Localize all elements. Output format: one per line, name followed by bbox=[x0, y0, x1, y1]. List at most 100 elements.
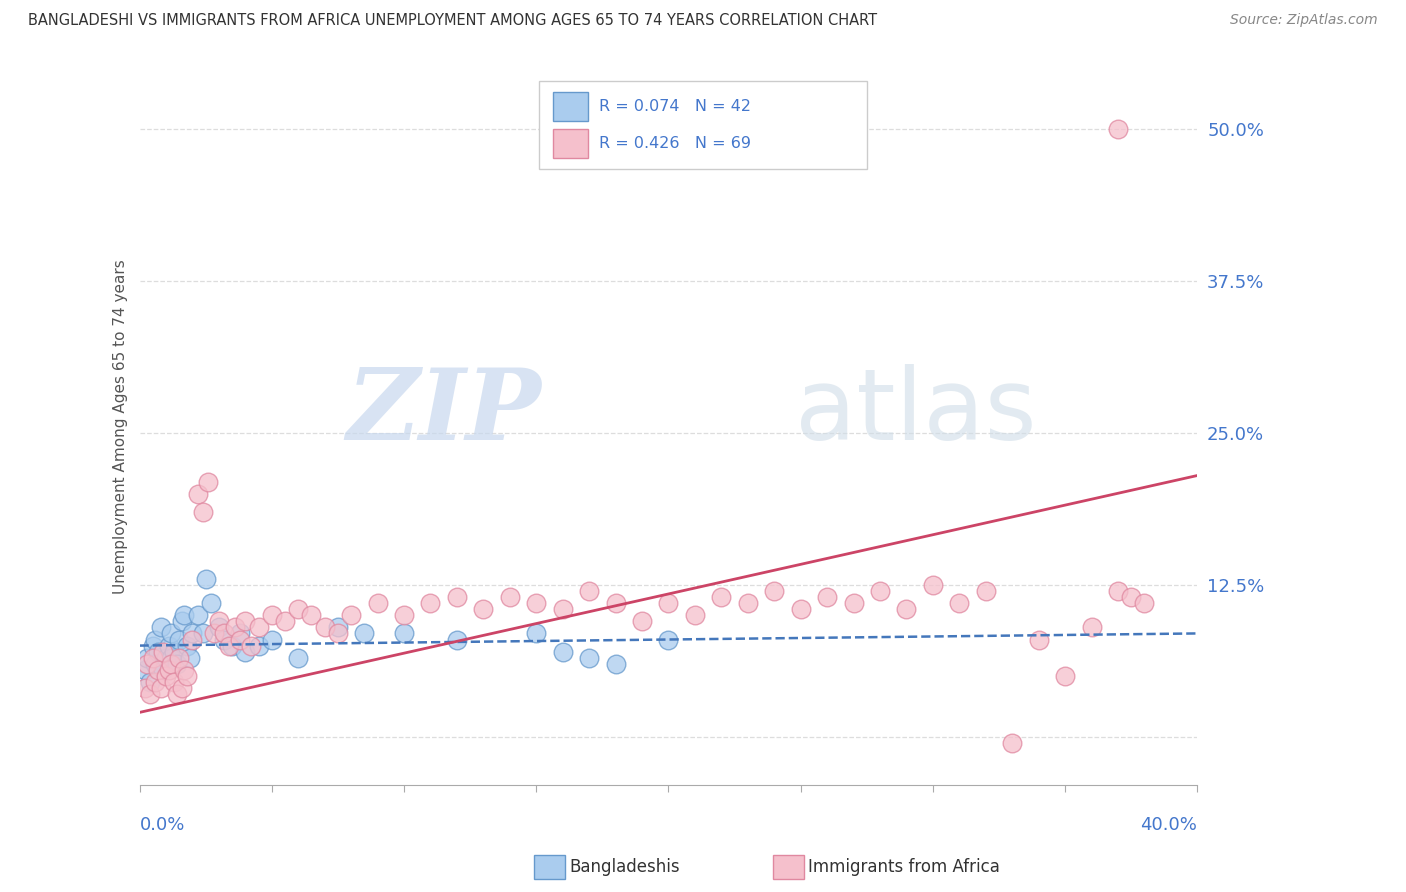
Text: Source: ZipAtlas.com: Source: ZipAtlas.com bbox=[1230, 13, 1378, 28]
Point bbox=[326, 620, 349, 634]
Point bbox=[149, 620, 172, 634]
Point bbox=[1133, 596, 1156, 610]
Point bbox=[145, 657, 167, 671]
Point bbox=[367, 596, 389, 610]
Point bbox=[160, 657, 183, 671]
Point bbox=[208, 620, 231, 634]
Point bbox=[224, 620, 246, 634]
Point bbox=[155, 650, 177, 665]
Point bbox=[208, 615, 231, 629]
Text: 0.0%: 0.0% bbox=[139, 815, 186, 834]
Point bbox=[166, 687, 188, 701]
Point bbox=[176, 639, 198, 653]
Point bbox=[605, 657, 627, 671]
Point bbox=[163, 645, 186, 659]
Point bbox=[1028, 632, 1050, 647]
Point bbox=[163, 675, 186, 690]
Point bbox=[142, 639, 165, 653]
Point bbox=[194, 572, 217, 586]
Point bbox=[155, 669, 177, 683]
Point bbox=[631, 615, 654, 629]
Point bbox=[173, 663, 195, 677]
Point bbox=[229, 632, 252, 647]
Point bbox=[170, 615, 193, 629]
Point bbox=[239, 639, 262, 653]
Point bbox=[551, 602, 574, 616]
Point bbox=[392, 608, 415, 623]
Text: Bangladeshis: Bangladeshis bbox=[569, 858, 681, 876]
Point bbox=[167, 650, 190, 665]
Point bbox=[842, 596, 865, 610]
Point bbox=[446, 632, 468, 647]
Point bbox=[1121, 590, 1143, 604]
Point bbox=[173, 608, 195, 623]
Point bbox=[1080, 620, 1102, 634]
Point bbox=[181, 632, 204, 647]
Point bbox=[157, 639, 180, 653]
Point bbox=[524, 626, 547, 640]
Point bbox=[136, 650, 159, 665]
Point bbox=[1107, 122, 1129, 136]
Point bbox=[145, 632, 167, 647]
Point bbox=[181, 626, 204, 640]
Point bbox=[392, 626, 415, 640]
Point bbox=[551, 645, 574, 659]
Point bbox=[578, 650, 600, 665]
Point bbox=[287, 650, 309, 665]
Point bbox=[179, 650, 201, 665]
Point bbox=[710, 590, 733, 604]
Point bbox=[139, 687, 162, 701]
Point bbox=[229, 626, 252, 640]
Point bbox=[869, 583, 891, 598]
Point bbox=[446, 590, 468, 604]
Point bbox=[815, 590, 838, 604]
Point bbox=[419, 596, 441, 610]
Text: R = 0.074   N = 42: R = 0.074 N = 42 bbox=[599, 99, 751, 114]
Text: 40.0%: 40.0% bbox=[1140, 815, 1198, 834]
Point bbox=[221, 639, 243, 653]
Point bbox=[287, 602, 309, 616]
Point bbox=[657, 632, 679, 647]
Point bbox=[142, 650, 165, 665]
Point bbox=[499, 590, 522, 604]
Point bbox=[218, 639, 240, 653]
Point bbox=[274, 615, 297, 629]
Point bbox=[146, 645, 169, 659]
Point bbox=[524, 596, 547, 610]
Point bbox=[605, 596, 627, 610]
Point bbox=[472, 602, 495, 616]
Point bbox=[145, 675, 167, 690]
Point bbox=[578, 583, 600, 598]
Point bbox=[212, 632, 235, 647]
Text: atlas: atlas bbox=[796, 364, 1038, 461]
Point bbox=[187, 487, 209, 501]
Point bbox=[683, 608, 706, 623]
Point bbox=[260, 608, 283, 623]
Point bbox=[136, 657, 159, 671]
Point bbox=[657, 596, 679, 610]
Y-axis label: Unemployment Among Ages 65 to 74 years: Unemployment Among Ages 65 to 74 years bbox=[114, 260, 128, 594]
Point bbox=[353, 626, 375, 640]
Point bbox=[896, 602, 918, 616]
Point bbox=[152, 663, 174, 677]
Point bbox=[146, 663, 169, 677]
Point bbox=[160, 626, 183, 640]
Point bbox=[176, 669, 198, 683]
Point bbox=[187, 608, 209, 623]
Text: R = 0.426   N = 69: R = 0.426 N = 69 bbox=[599, 136, 751, 151]
Text: Immigrants from Africa: Immigrants from Africa bbox=[808, 858, 1000, 876]
Point bbox=[974, 583, 997, 598]
Text: ZIP: ZIP bbox=[346, 364, 541, 461]
Point bbox=[737, 596, 759, 610]
Point bbox=[134, 663, 156, 677]
Point bbox=[233, 645, 256, 659]
Point bbox=[191, 505, 214, 519]
Point bbox=[233, 615, 256, 629]
Point bbox=[326, 626, 349, 640]
Point bbox=[160, 650, 183, 665]
Point bbox=[247, 639, 270, 653]
Point bbox=[948, 596, 970, 610]
Point bbox=[247, 620, 270, 634]
Point bbox=[166, 657, 188, 671]
Point bbox=[1001, 736, 1024, 750]
